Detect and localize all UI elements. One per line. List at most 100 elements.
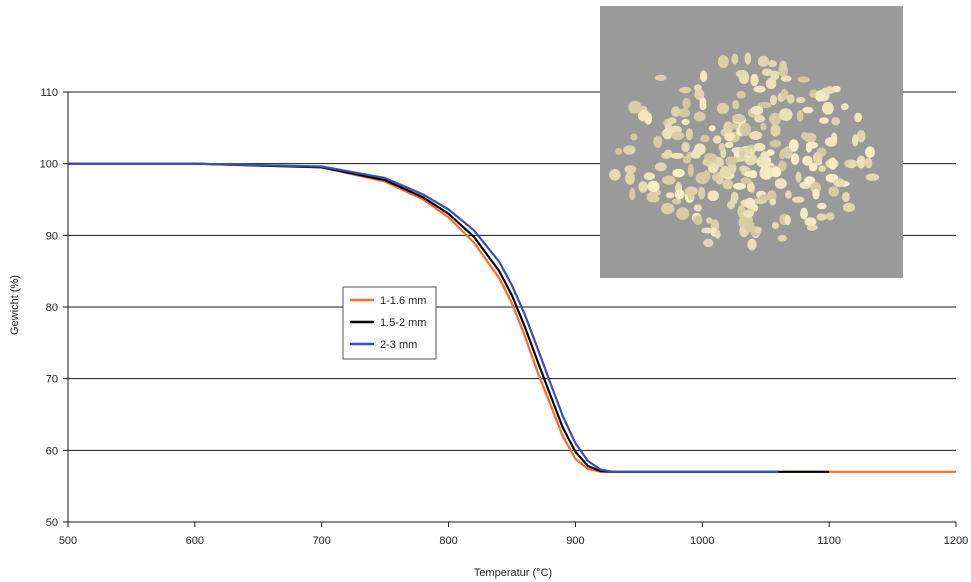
- granule: [801, 132, 809, 140]
- granule: [693, 111, 706, 122]
- granule: [816, 213, 828, 221]
- granule: [724, 131, 735, 142]
- granule: [760, 151, 770, 161]
- granule: [735, 70, 749, 78]
- y-axis-title: Gewicht (%): [9, 275, 21, 335]
- granule: [643, 172, 656, 181]
- granule: [676, 207, 690, 220]
- granule: [748, 148, 756, 155]
- granule: [864, 157, 873, 169]
- granule: [780, 75, 792, 82]
- granule: [815, 90, 825, 102]
- granule: [690, 151, 701, 159]
- granule: [770, 124, 781, 137]
- x-tick-label: 1000: [690, 535, 714, 547]
- granule: [769, 139, 782, 148]
- legend-label: 2-3 mm: [380, 339, 417, 351]
- granule: [705, 217, 713, 224]
- granule: [623, 145, 636, 155]
- granule: [802, 155, 813, 166]
- granule: [664, 149, 673, 158]
- granule: [770, 70, 780, 81]
- granule: [767, 60, 777, 68]
- x-tick-label: 500: [59, 535, 77, 547]
- granule: [842, 191, 850, 203]
- granule: [693, 84, 702, 92]
- granule: [708, 125, 716, 132]
- granule: [681, 118, 690, 126]
- granule: [817, 202, 827, 210]
- granule: [677, 108, 691, 118]
- granule: [707, 190, 719, 201]
- x-tick-label: 1100: [817, 535, 841, 547]
- granule: [796, 96, 806, 104]
- granule: [769, 94, 778, 106]
- granule: [712, 135, 722, 144]
- granule: [749, 131, 763, 140]
- granule: [828, 186, 839, 197]
- granule: [792, 196, 805, 203]
- granule: [806, 143, 812, 153]
- granule: [624, 165, 637, 174]
- granule: [646, 191, 657, 203]
- granule: [828, 157, 837, 170]
- granule: [788, 139, 799, 152]
- granule: [615, 147, 623, 155]
- granule: [757, 55, 769, 67]
- granule: [654, 74, 667, 81]
- granule: [852, 134, 859, 147]
- x-tick-label: 600: [186, 535, 204, 547]
- granule: [718, 55, 729, 69]
- granule: [708, 163, 719, 174]
- granule: [629, 187, 636, 201]
- granule: [761, 68, 773, 76]
- granule: [842, 202, 856, 212]
- granule: [747, 181, 755, 193]
- y-tick-label: 60: [46, 445, 58, 457]
- granule: [802, 106, 814, 114]
- granule: [778, 160, 787, 172]
- granule: [609, 169, 621, 181]
- granule: [693, 215, 703, 226]
- granule: [647, 180, 660, 193]
- granule: [739, 146, 745, 159]
- granule: [731, 53, 739, 65]
- granule: [628, 100, 642, 114]
- granule: [769, 112, 782, 126]
- granule: [779, 108, 793, 121]
- granule: [687, 188, 695, 201]
- granule: [808, 162, 818, 172]
- granule: [679, 86, 692, 94]
- y-tick-label: 90: [46, 230, 58, 242]
- granule: [638, 181, 648, 193]
- granule: [784, 214, 791, 226]
- granule: [704, 153, 717, 161]
- granule: [831, 117, 841, 126]
- granule: [739, 123, 752, 136]
- granule: [865, 146, 875, 158]
- granule: [754, 226, 762, 234]
- granule: [744, 52, 752, 65]
- granule: [744, 197, 756, 209]
- granule: [736, 90, 746, 99]
- granule: [733, 182, 746, 190]
- granule: [786, 94, 795, 104]
- granule: [703, 238, 714, 248]
- granule: [770, 166, 782, 178]
- granule: [654, 162, 667, 172]
- granule: [753, 142, 766, 152]
- granule: [812, 188, 820, 200]
- y-tick-label: 80: [46, 302, 58, 314]
- granule: [777, 234, 787, 242]
- granule: [732, 113, 746, 123]
- granule: [854, 112, 862, 123]
- granule: [818, 165, 826, 172]
- granule: [740, 177, 752, 185]
- granule: [722, 179, 733, 190]
- series-line-3: [68, 162, 779, 473]
- granule: [754, 115, 765, 123]
- granule: [728, 162, 737, 175]
- granule: [693, 204, 702, 212]
- tick-labels: 500 600 700 800 900 1000 1100 1200 50 60 70 80 90 100…: [40, 87, 969, 547]
